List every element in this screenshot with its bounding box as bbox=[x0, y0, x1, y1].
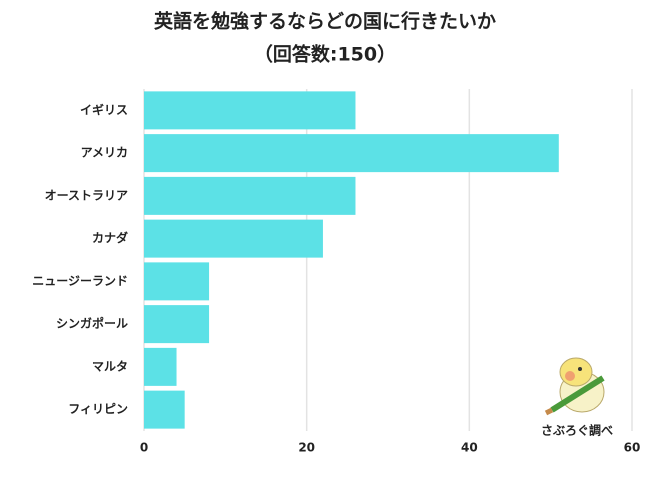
chart-title: 英語を勉強するならどの国に行きたいか bbox=[154, 10, 496, 33]
y-tick-label: シンガポール bbox=[56, 316, 128, 331]
chart-subtitle: （回答数:150） bbox=[254, 43, 396, 66]
bar bbox=[144, 262, 210, 301]
y-tick-label: イギリス bbox=[80, 102, 128, 117]
bar bbox=[144, 91, 356, 130]
annotation: さぶろぐ調べ bbox=[541, 423, 613, 438]
bar bbox=[144, 305, 210, 344]
bar bbox=[144, 390, 185, 429]
bar bbox=[144, 347, 177, 386]
y-tick-label: オーストラリア bbox=[45, 188, 128, 202]
x-tick-label: 60 bbox=[624, 441, 641, 455]
y-tick-label: カナダ bbox=[92, 230, 128, 245]
y-tick-label: マルタ bbox=[92, 359, 128, 373]
bar bbox=[144, 176, 356, 215]
x-tick-label: 20 bbox=[298, 441, 315, 455]
bar bbox=[144, 134, 559, 173]
y-tick-label: フィリピン bbox=[68, 402, 128, 416]
x-tick-label: 0 bbox=[140, 441, 148, 455]
x-tick-label: 40 bbox=[461, 441, 478, 455]
y-tick-label: ニュージーランド bbox=[32, 274, 128, 288]
logo bbox=[544, 357, 605, 416]
y-tick-label: アメリカ bbox=[81, 146, 128, 160]
bar bbox=[144, 219, 323, 258]
